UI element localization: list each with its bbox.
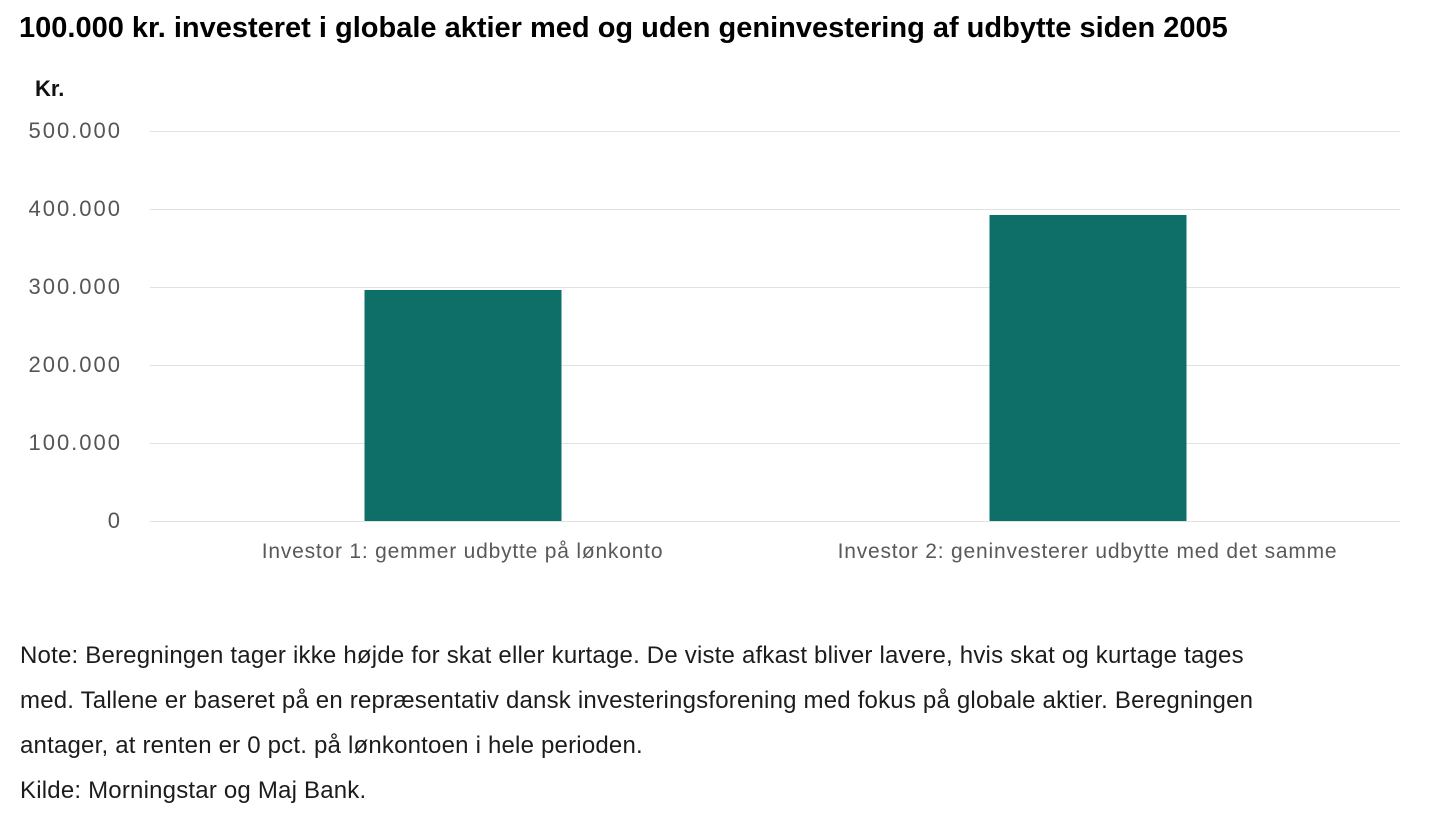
chart-notes: Note: Beregningen tager ikke højde for s…: [20, 633, 1430, 813]
y-tick-label: 400.000: [28, 196, 122, 221]
plot-area: [150, 131, 1400, 522]
gridline: [150, 287, 1400, 288]
bar-1: [364, 290, 561, 521]
y-tick-label: 200.000: [28, 352, 122, 377]
note-line: antager, at renten er 0 pct. på lønkonto…: [20, 732, 643, 759]
x-axis-category-labels: Investor 1: gemmer udbytte på lønkonto In…: [150, 540, 1400, 572]
gridline: [150, 521, 1400, 522]
gridline: [150, 209, 1400, 210]
x-category-label-1: Investor 1: gemmer udbytte på lønkonto: [261, 540, 664, 563]
note-line: Kilde: Morningstar og Maj Bank.: [20, 777, 367, 804]
gridline: [150, 365, 1400, 366]
y-tick-label: 300.000: [28, 274, 122, 299]
y-axis-unit-label: Kr.: [35, 76, 65, 101]
note-line: med. Tallene er baseret på en repræsenta…: [20, 687, 1254, 714]
gridline: [150, 131, 1400, 132]
chart-title: 100.000 kr. investeret i globale aktier …: [19, 12, 1228, 44]
y-axis-tick-labels: 0 100.000 200.000 300.000 400.000 500.000: [0, 118, 122, 533]
y-tick-label: 100.000: [28, 430, 122, 455]
y-tick-label: 500.000: [28, 118, 122, 143]
gridline: [150, 443, 1400, 444]
y-tick-label: 0: [107, 508, 122, 533]
x-category-label-2: Investor 2: geninvesterer udbytte med de…: [837, 540, 1338, 563]
bar-chart: 100.000 kr. investeret i globale aktier …: [0, 12, 1400, 572]
note-line: Note: Beregningen tager ikke højde for s…: [20, 642, 1244, 669]
bar-2: [989, 215, 1186, 521]
